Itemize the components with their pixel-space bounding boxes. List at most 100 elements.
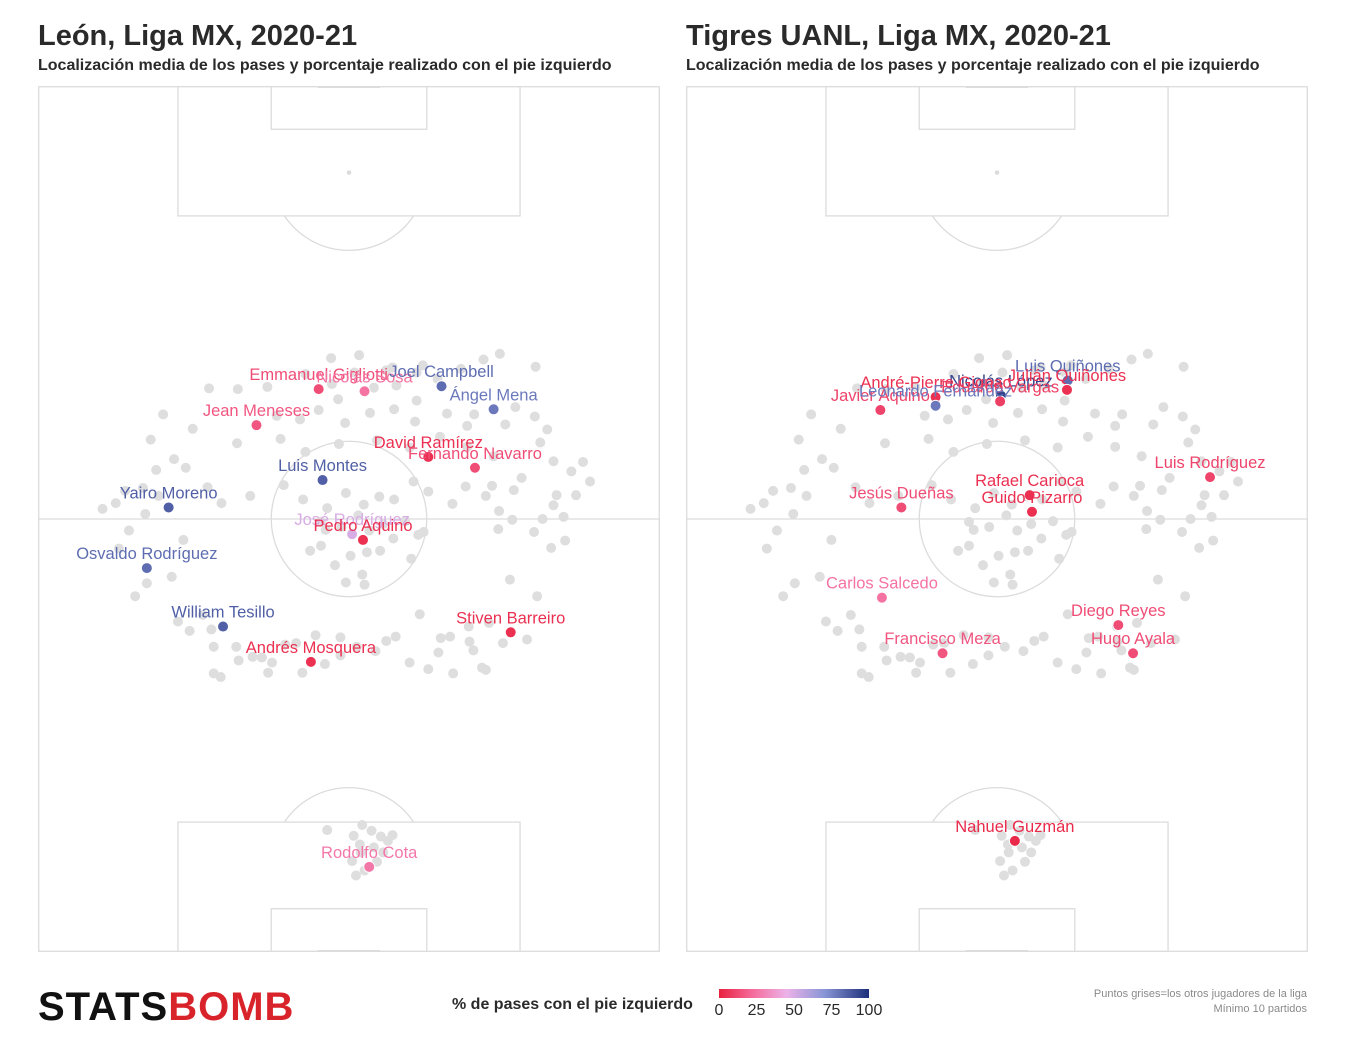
league-player-point [793,434,804,445]
player-point [312,383,325,396]
league-player-point [120,485,131,496]
league-player-point [785,482,796,493]
league-player-point [423,486,434,497]
league-player-point [981,438,992,449]
league-player-point [153,490,164,501]
league-player-point [958,630,969,641]
league-player-point [493,524,504,535]
league-player-point [423,664,434,675]
league-player-point [1018,646,1029,657]
player-label: Emmanuel Gigliotti [249,366,387,384]
league-player-point [216,498,227,509]
league-player-point [387,362,398,373]
league-player-point [348,830,359,841]
league-player-point [141,578,152,589]
league-player-point [1012,525,1023,536]
penalty-arc-bottom [931,787,1063,823]
league-player-point [504,574,515,585]
league-player-point [391,380,402,391]
league-player-point [151,464,162,475]
league-player-point [953,545,964,556]
league-player-point [256,652,267,663]
league-player-point [488,451,499,462]
league-player-point [507,514,518,525]
league-player-point [799,464,810,475]
league-player-point [771,525,782,536]
league-player-point [494,348,505,359]
league-player-point [357,569,368,580]
player-point [994,395,1007,408]
league-player-point [1112,636,1123,647]
league-player-point [1152,574,1163,585]
league-player-point [1185,514,1196,524]
league-player-point [417,360,428,371]
league-player-point [411,395,422,406]
league-player-point [399,516,410,527]
pitch-markings [686,86,1308,952]
league-player-point [1001,510,1012,521]
league-player-point [1047,516,1058,527]
league-player-point [919,410,930,421]
league-player-point [1096,668,1107,679]
league-player-point [110,498,121,509]
league-player-point [1005,819,1016,830]
league-player-point [1056,476,1067,487]
league-player-point [535,437,546,448]
league-player-point [1110,420,1121,431]
league-player-point [1180,591,1191,602]
league-player-point [434,431,445,442]
league-player-point [300,446,311,457]
colorbar-tick-0: 0 [714,1002,724,1019]
league-player-point [406,553,417,564]
panel-title-tigres: Tigres UANL, Liga MX, 2020-21 [686,20,1111,52]
league-player-point [319,659,330,670]
footnote-min-matches: Mínimo 10 partidos [1213,1003,1307,1015]
league-player-point [390,631,401,642]
league-player-point [267,657,278,668]
league-player-point [359,579,370,590]
player-label: Osvaldo Rodríguez [76,545,217,563]
league-player-point [145,434,156,445]
league-player-point [247,651,258,662]
league-player-point [184,625,195,636]
league-player-point [480,664,491,675]
league-player-point [835,423,846,434]
league-player-point [1039,380,1050,391]
league-player-point [1035,362,1046,373]
league-player-point [1071,664,1082,675]
league-player-point [1214,466,1225,477]
league-player-point [928,639,939,650]
league-player-point [335,632,346,643]
league-player-point [468,645,479,656]
league-player-point [1145,638,1156,649]
league-player-point [1219,490,1230,501]
league-player-point [806,409,817,420]
player-point [356,533,369,546]
league-player-point [880,384,891,395]
league-player-point [232,438,243,449]
colorbar-tick-50: 50 [785,1002,803,1019]
player-point [1204,471,1217,484]
league-player-point [1016,382,1027,393]
league-player-point [123,525,134,536]
league-player-point [445,631,456,642]
panel-subtitle-tigres: Localización media de los pases y porcen… [686,57,1260,74]
player-point [895,501,908,514]
league-player-point [817,454,828,465]
player-label: Ángel Mena [450,385,539,404]
league-player-point [1012,407,1023,418]
league-player-point [832,625,843,636]
league-player-point [494,506,505,517]
penalty-arc-top [283,215,415,251]
league-player-point [998,870,1009,881]
league-player-point [1142,506,1153,517]
league-player-point [864,498,875,509]
league-player-point [1156,485,1167,496]
player-label: Luis Quiñones [1015,357,1120,375]
player-label: Andrés Mosquera [246,639,377,657]
logo-text-bomb: BOMB [168,985,295,1029]
league-player-point [964,540,975,551]
league-player-point [988,577,999,588]
player-label: Luis Montes [278,457,367,475]
